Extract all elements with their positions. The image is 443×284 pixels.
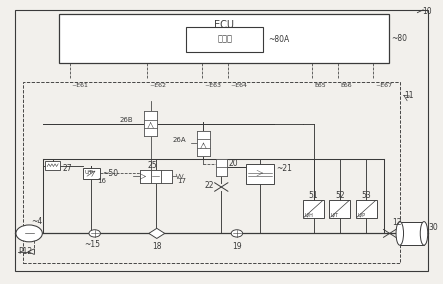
Bar	[197, 148, 210, 156]
Text: 52: 52	[335, 191, 345, 200]
Bar	[161, 170, 172, 183]
Bar	[144, 111, 157, 120]
Text: 12: 12	[392, 218, 401, 227]
Bar	[216, 159, 227, 167]
Text: E66: E66	[340, 83, 352, 88]
Bar	[151, 170, 161, 183]
Text: ECU: ECU	[214, 20, 234, 30]
Text: ~21: ~21	[276, 164, 292, 174]
Ellipse shape	[420, 222, 428, 245]
Text: 20: 20	[229, 158, 239, 168]
Bar	[46, 161, 60, 170]
Text: 53: 53	[361, 191, 371, 200]
Polygon shape	[149, 228, 165, 239]
Bar	[144, 111, 157, 136]
Text: U/T: U/T	[331, 213, 339, 218]
Text: ~80: ~80	[391, 34, 407, 43]
Circle shape	[16, 225, 43, 242]
Text: 11: 11	[404, 91, 414, 100]
Bar	[23, 82, 400, 263]
Text: 22: 22	[205, 181, 214, 190]
Bar	[246, 164, 274, 184]
Bar	[144, 128, 157, 136]
Text: 19: 19	[232, 243, 242, 251]
Circle shape	[231, 230, 243, 237]
Text: ~E62: ~E62	[149, 83, 166, 88]
Text: P12: P12	[18, 247, 32, 256]
Text: ~80A: ~80A	[268, 35, 289, 44]
Text: 10: 10	[422, 7, 431, 16]
Bar	[144, 120, 157, 128]
Text: 27: 27	[62, 164, 72, 173]
Text: ~E63: ~E63	[204, 83, 221, 88]
Bar	[356, 200, 377, 218]
Text: U/P: U/P	[358, 213, 365, 218]
Bar	[329, 200, 350, 218]
Text: U/P: U/P	[85, 169, 93, 174]
Text: ~E61: ~E61	[72, 83, 89, 88]
Ellipse shape	[396, 222, 404, 245]
Circle shape	[89, 230, 101, 237]
Bar	[140, 170, 151, 183]
Bar	[197, 131, 210, 156]
Text: 17: 17	[178, 178, 187, 184]
Text: 26A: 26A	[173, 137, 187, 143]
Text: 25: 25	[148, 161, 158, 170]
Bar	[58, 14, 389, 63]
Bar	[83, 168, 100, 179]
Text: 30: 30	[428, 223, 438, 232]
Text: 16: 16	[97, 178, 106, 184]
Text: ~15: ~15	[85, 240, 101, 249]
Text: ~4: ~4	[31, 217, 42, 226]
Text: E65: E65	[314, 83, 326, 88]
Bar	[140, 170, 172, 183]
Bar	[216, 159, 227, 176]
Text: ~E67: ~E67	[376, 83, 392, 88]
Text: ~E64: ~E64	[230, 83, 247, 88]
Text: 26B: 26B	[120, 117, 133, 123]
Bar	[187, 27, 263, 52]
Polygon shape	[28, 249, 35, 254]
Bar	[216, 167, 227, 176]
Text: 存储部: 存储部	[218, 35, 232, 44]
Bar	[197, 139, 210, 148]
Bar	[197, 131, 210, 139]
Bar	[303, 200, 324, 218]
Text: ~50: ~50	[102, 169, 118, 178]
Text: 51: 51	[309, 191, 319, 200]
Text: U/H: U/H	[305, 213, 314, 218]
Text: 18: 18	[152, 243, 162, 251]
Bar	[400, 222, 424, 245]
